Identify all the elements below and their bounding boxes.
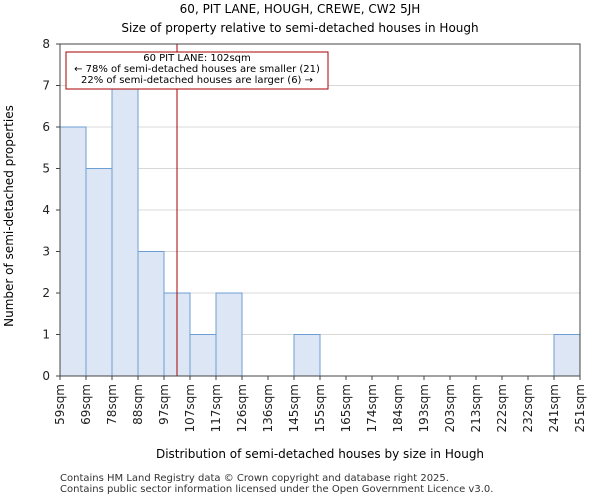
bar-145sqm — [293, 334, 321, 377]
bar-107sqm — [189, 334, 217, 377]
x-tick-label: 97sqm — [157, 384, 171, 425]
x-tick-label: 184sqm — [391, 384, 405, 432]
x-tick-label: 213sqm — [469, 384, 483, 432]
y-tick-label: 5 — [42, 162, 50, 176]
x-tick-label: 69sqm — [79, 384, 93, 425]
x-tick-label: 193sqm — [417, 384, 431, 432]
annotation-line2: ← 78% of semi-detached houses are smalle… — [74, 64, 320, 75]
y-tick-label: 0 — [42, 369, 50, 383]
y-tick-label: 8 — [42, 37, 50, 51]
x-tick-label: 136sqm — [261, 384, 275, 432]
x-tick-label: 59sqm — [53, 384, 67, 425]
y-axis-label: Number of semi-detached properties — [2, 105, 16, 327]
x-tick-label: 78sqm — [105, 384, 119, 425]
x-tick-label: 165sqm — [339, 384, 353, 432]
x-tick-label: 222sqm — [495, 384, 509, 432]
x-ticks: 59sqm 69sqm 78sqm 88sqm 97sqm 107sqm 117sqm 126… — [53, 376, 587, 432]
annotation-line3: 22% of semi-detached houses are larger (… — [81, 75, 313, 86]
x-tick-label: 251sqm — [573, 384, 587, 432]
y-tick-label: 4 — [42, 203, 50, 217]
footer-line1: Contains HM Land Registry data © Crown c… — [60, 473, 449, 484]
annotation-box — [65, 51, 329, 90]
chart-title-line2: Size of property relative to semi-detach… — [121, 21, 478, 35]
annotation-line1: 60 PIT LANE: 102sqm — [143, 53, 251, 64]
x-tick-label: 88sqm — [131, 384, 145, 425]
x-tick-label: 155sqm — [313, 384, 327, 432]
bar-117sqm — [215, 292, 243, 377]
bar-59sqm — [59, 126, 87, 377]
y-tick-label: 3 — [42, 245, 50, 259]
x-tick-label: 232sqm — [521, 384, 535, 432]
x-tick-label: 126sqm — [235, 384, 249, 432]
bar-69sqm — [85, 168, 113, 377]
x-tick-label: 241sqm — [547, 384, 561, 432]
footer-line2: Contains public sector information licen… — [60, 484, 494, 495]
y-tick-label: 1 — [42, 328, 50, 342]
y-ticks: 0 1 2 3 4 5 6 7 8 — [42, 37, 60, 383]
bar-78sqm — [111, 85, 139, 377]
bar-88sqm — [137, 251, 165, 377]
x-tick-label: 107sqm — [183, 384, 197, 432]
x-tick-label: 203sqm — [443, 384, 457, 432]
chart-title-line1: 60, PIT LANE, HOUGH, CREWE, CW2 5JH — [180, 2, 421, 16]
bars — [59, 85, 581, 377]
x-tick-label: 145sqm — [287, 384, 301, 432]
y-tick-label: 7 — [42, 79, 50, 93]
bar-241sqm — [553, 334, 581, 377]
plot-frame — [59, 43, 581, 377]
x-tick-label: 117sqm — [209, 384, 223, 432]
x-tick-label: 174sqm — [365, 384, 379, 432]
x-axis-label: Distribution of semi-detached houses by … — [156, 447, 484, 461]
y-tick-label: 2 — [42, 286, 50, 300]
y-tick-label: 6 — [42, 120, 50, 134]
